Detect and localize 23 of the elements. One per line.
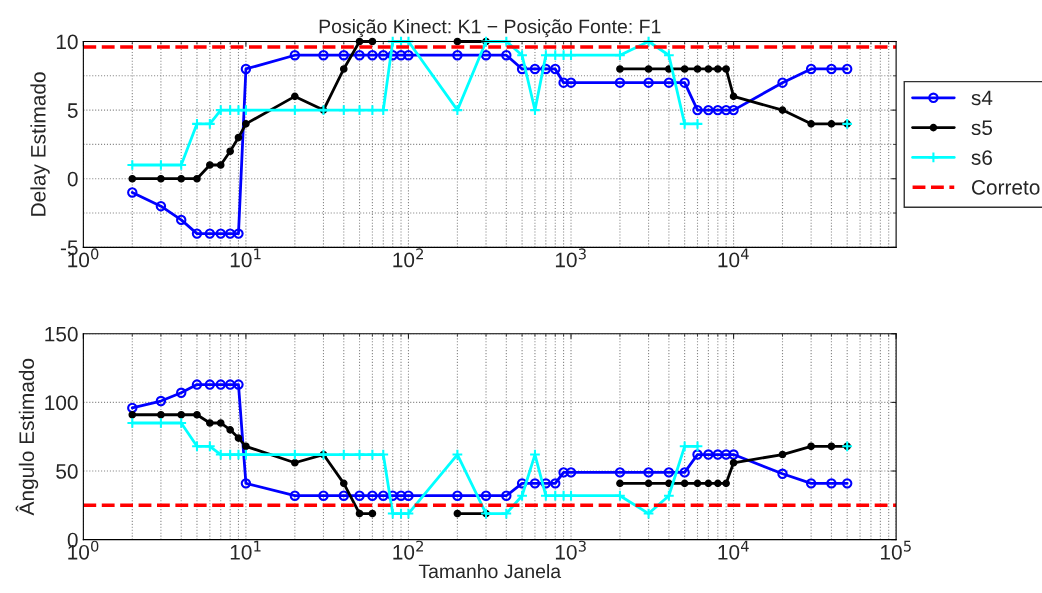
x-tick-label: 10$^{2}$ xyxy=(393,540,423,560)
x-tick-label: 10$^{2}$ xyxy=(393,248,423,268)
legend-label: Correto xyxy=(971,180,1040,195)
x-tick-label: 10$^{1}$ xyxy=(230,248,261,268)
x-tick-label: 10$^{1}$ xyxy=(230,540,261,560)
y-tick-label: 5 xyxy=(67,103,78,118)
x-tick-label: 10$^{5}$ xyxy=(881,540,911,560)
x-axis-title: Tamanho Janela xyxy=(418,563,562,579)
x-tick-label: 10$^{4}$ xyxy=(718,540,749,560)
x-tick-label: 10$^{3}$ xyxy=(555,248,586,268)
legend-label: s4 xyxy=(971,90,993,106)
x-tick-label: 10$^{4}$ xyxy=(718,248,749,268)
legend-label: s6 xyxy=(971,150,992,165)
x-tick-label: 10$^{3}$ xyxy=(555,540,586,560)
y-axis-title: Ângulo Estimado xyxy=(15,358,39,516)
y-tick-label: 50 xyxy=(56,464,78,479)
y-tick-label: 10 xyxy=(56,34,78,50)
legend-label: s5 xyxy=(971,120,993,136)
y-tick-label: 0 xyxy=(67,171,78,187)
chart-title: Posição Kinect: K1 − Posição Fonte: F1 xyxy=(319,19,661,38)
y-tick-label: 100 xyxy=(45,395,78,411)
y-tick-label: 150 xyxy=(45,326,78,342)
y-axis-title: Delay Estimado xyxy=(30,72,50,216)
